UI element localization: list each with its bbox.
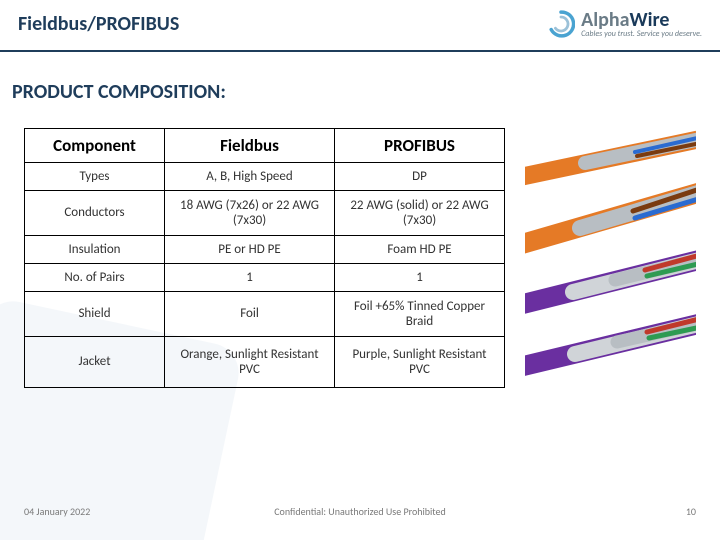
logo-swirl-icon: [547, 10, 575, 38]
table-header-row: Component Fieldbus PROFIBUS: [25, 129, 505, 163]
slide: Fieldbus/PROFIBUS AlphaWire Cables you t…: [0, 0, 720, 540]
row-label: Shield: [25, 291, 165, 336]
cell-profibus: Purple, Sunlight Resistant PVC: [335, 336, 505, 387]
row-label: Insulation: [25, 235, 165, 263]
header-rule: [0, 50, 720, 52]
table-row: No. of Pairs11: [25, 263, 505, 291]
table-row: TypesA, B, High SpeedDP: [25, 163, 505, 191]
cell-profibus: 1: [335, 263, 505, 291]
cell-profibus: DP: [335, 163, 505, 191]
th-fieldbus: Fieldbus: [165, 129, 335, 163]
cell-fieldbus: A, B, High Speed: [165, 163, 335, 191]
row-label: Conductors: [25, 190, 165, 235]
slide-title: Fieldbus/PROFIBUS: [18, 12, 179, 36]
cable-illustration: [525, 128, 696, 388]
table-row: ShieldFoilFoil +65% Tinned Copper Braid: [25, 291, 505, 336]
section-subtitle: PRODUCT COMPOSITION:: [12, 80, 226, 104]
brand-logo: AlphaWire Cables you trust. Service you …: [547, 10, 702, 38]
cable-svg: [525, 128, 696, 388]
cell-fieldbus: 1: [165, 263, 335, 291]
logo-text: AlphaWire Cables you trust. Service you …: [581, 10, 702, 38]
row-label: No. of Pairs: [25, 263, 165, 291]
spec-table: Component Fieldbus PROFIBUS TypesA, B, H…: [24, 128, 505, 388]
table-row: InsulationPE or HD PEFoam HD PE: [25, 235, 505, 263]
th-profibus: PROFIBUS: [335, 129, 505, 163]
row-label: Types: [25, 163, 165, 191]
th-component: Component: [25, 129, 165, 163]
logo-brand: AlphaWire: [581, 10, 702, 30]
table-row: JacketOrange, Sunlight Resistant PVCPurp…: [25, 336, 505, 387]
cell-fieldbus: Foil: [165, 291, 335, 336]
footer: 04 January 2022 Confidential: Unauthoriz…: [24, 505, 696, 518]
logo-tagline: Cables you trust. Service you deserve.: [581, 30, 702, 38]
cell-profibus: 22 AWG (solid) or 22 AWG (7x30): [335, 190, 505, 235]
table-row: Conductors18 AWG (7x26) or 22 AWG (7x30)…: [25, 190, 505, 235]
cell-profibus: Foam HD PE: [335, 235, 505, 263]
cell-profibus: Foil +65% Tinned Copper Braid: [335, 291, 505, 336]
content-row: Component Fieldbus PROFIBUS TypesA, B, H…: [24, 128, 696, 388]
row-label: Jacket: [25, 336, 165, 387]
cell-fieldbus: Orange, Sunlight Resistant PVC: [165, 336, 335, 387]
cell-fieldbus: PE or HD PE: [165, 235, 335, 263]
header: Fieldbus/PROFIBUS AlphaWire Cables you t…: [18, 10, 702, 38]
table-body: TypesA, B, High SpeedDPConductors18 AWG …: [25, 163, 505, 388]
footer-confidential: Confidential: Unauthorized Use Prohibite…: [24, 505, 696, 518]
cell-fieldbus: 18 AWG (7x26) or 22 AWG (7x30): [165, 190, 335, 235]
